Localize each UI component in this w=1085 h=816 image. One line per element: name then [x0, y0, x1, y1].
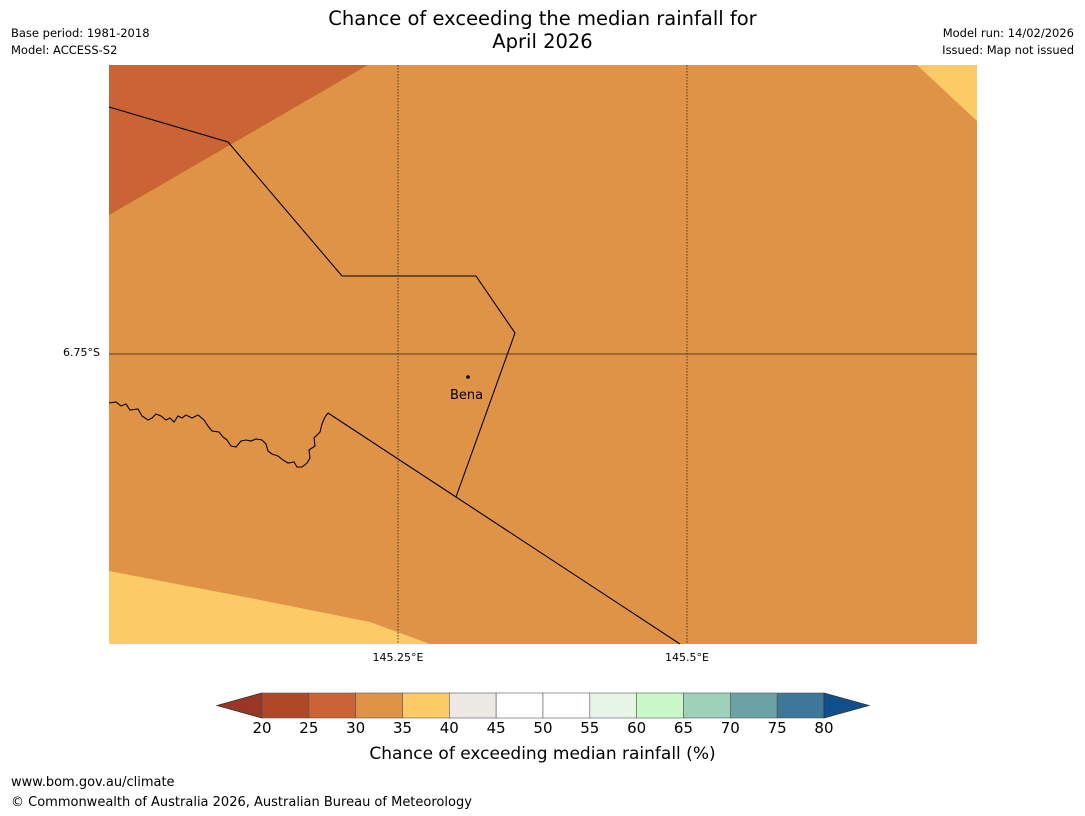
footer-url: www.bom.gov.au/climate	[11, 775, 175, 790]
colorbar-under-arrow	[215, 692, 263, 719]
colorbar-swatch-30-35	[355, 692, 403, 719]
colorbar-swatch-35-40	[402, 692, 450, 719]
colorbar-swatch-45-50	[495, 692, 544, 719]
colorbar-tick-25: 25	[299, 719, 319, 737]
colorbar-tick-80: 80	[814, 719, 834, 737]
colorbar-tick-65: 65	[673, 719, 694, 737]
colorbar-tick-40: 40	[439, 719, 459, 737]
colorbar-tick-70: 70	[720, 719, 740, 737]
province-border-south	[327, 412, 681, 645]
province-border-west	[108, 401, 329, 468]
place-label-bena: Bena	[450, 388, 484, 403]
colorbar-tick-30: 30	[346, 719, 366, 737]
colorbar-label: Chance of exceeding median rainfall (%)	[369, 744, 716, 764]
rainfall-band-35-40-northeast	[917, 65, 977, 121]
colorbar-swatch-50-55	[542, 692, 591, 719]
meta-right: Model run: 14/02/2026 Issued: Map not is…	[942, 25, 1074, 59]
colorbar-swatch-60-65	[636, 692, 684, 719]
colorbar-tick-60: 60	[627, 719, 647, 737]
map-title: Chance of exceeding the median rainfall …	[0, 7, 1085, 53]
colorbar-tick-45: 45	[486, 719, 506, 737]
base-period: Base period: 1981-2018	[11, 26, 150, 40]
map-area	[108, 65, 977, 645]
colorbar-over-arrow	[823, 692, 871, 719]
colorbar-swatch-40-45	[449, 692, 497, 719]
town-marker-bena	[466, 375, 470, 379]
colorbar	[215, 692, 871, 719]
province-border-north	[108, 106, 516, 498]
colorbar-swatch-70-75	[729, 692, 778, 719]
colorbar-swatch-20-25	[261, 692, 310, 719]
colorbar-swatch-55-60	[589, 692, 637, 719]
longitude-label-145-5: 145.5°E	[665, 651, 709, 664]
rainfall-band-25-30	[109, 65, 368, 215]
title-line-2: April 2026	[492, 30, 593, 53]
colorbar-tick-35: 35	[392, 719, 413, 737]
model-name: Model: ACCESS-S2	[11, 43, 118, 57]
footer-copyright: © Commonwealth of Australia 2026, Austra…	[11, 795, 472, 810]
meta-left: Base period: 1981-2018 Model: ACCESS-S2	[11, 25, 150, 59]
model-run: Model run: 14/02/2026	[942, 26, 1074, 40]
colorbar-swatch-65-70	[683, 692, 731, 719]
colorbar-tick-20: 20	[252, 719, 272, 737]
colorbar-tick-55: 55	[580, 719, 600, 737]
rainfall-band-30-35	[109, 65, 977, 644]
colorbar-swatch-25-30	[308, 692, 356, 719]
longitude-label-145-25: 145.25°E	[372, 651, 424, 664]
colorbar-swatch-75-80	[776, 692, 825, 719]
colorbar-tick-75: 75	[767, 719, 787, 737]
rainfall-band-35-40-southwest	[109, 571, 430, 644]
latitude-label: 6.75°S	[63, 346, 100, 359]
colorbar-tick-50: 50	[533, 719, 553, 737]
issued-status: Issued: Map not issued	[942, 43, 1074, 57]
title-line-1: Chance of exceeding the median rainfall …	[328, 7, 757, 30]
